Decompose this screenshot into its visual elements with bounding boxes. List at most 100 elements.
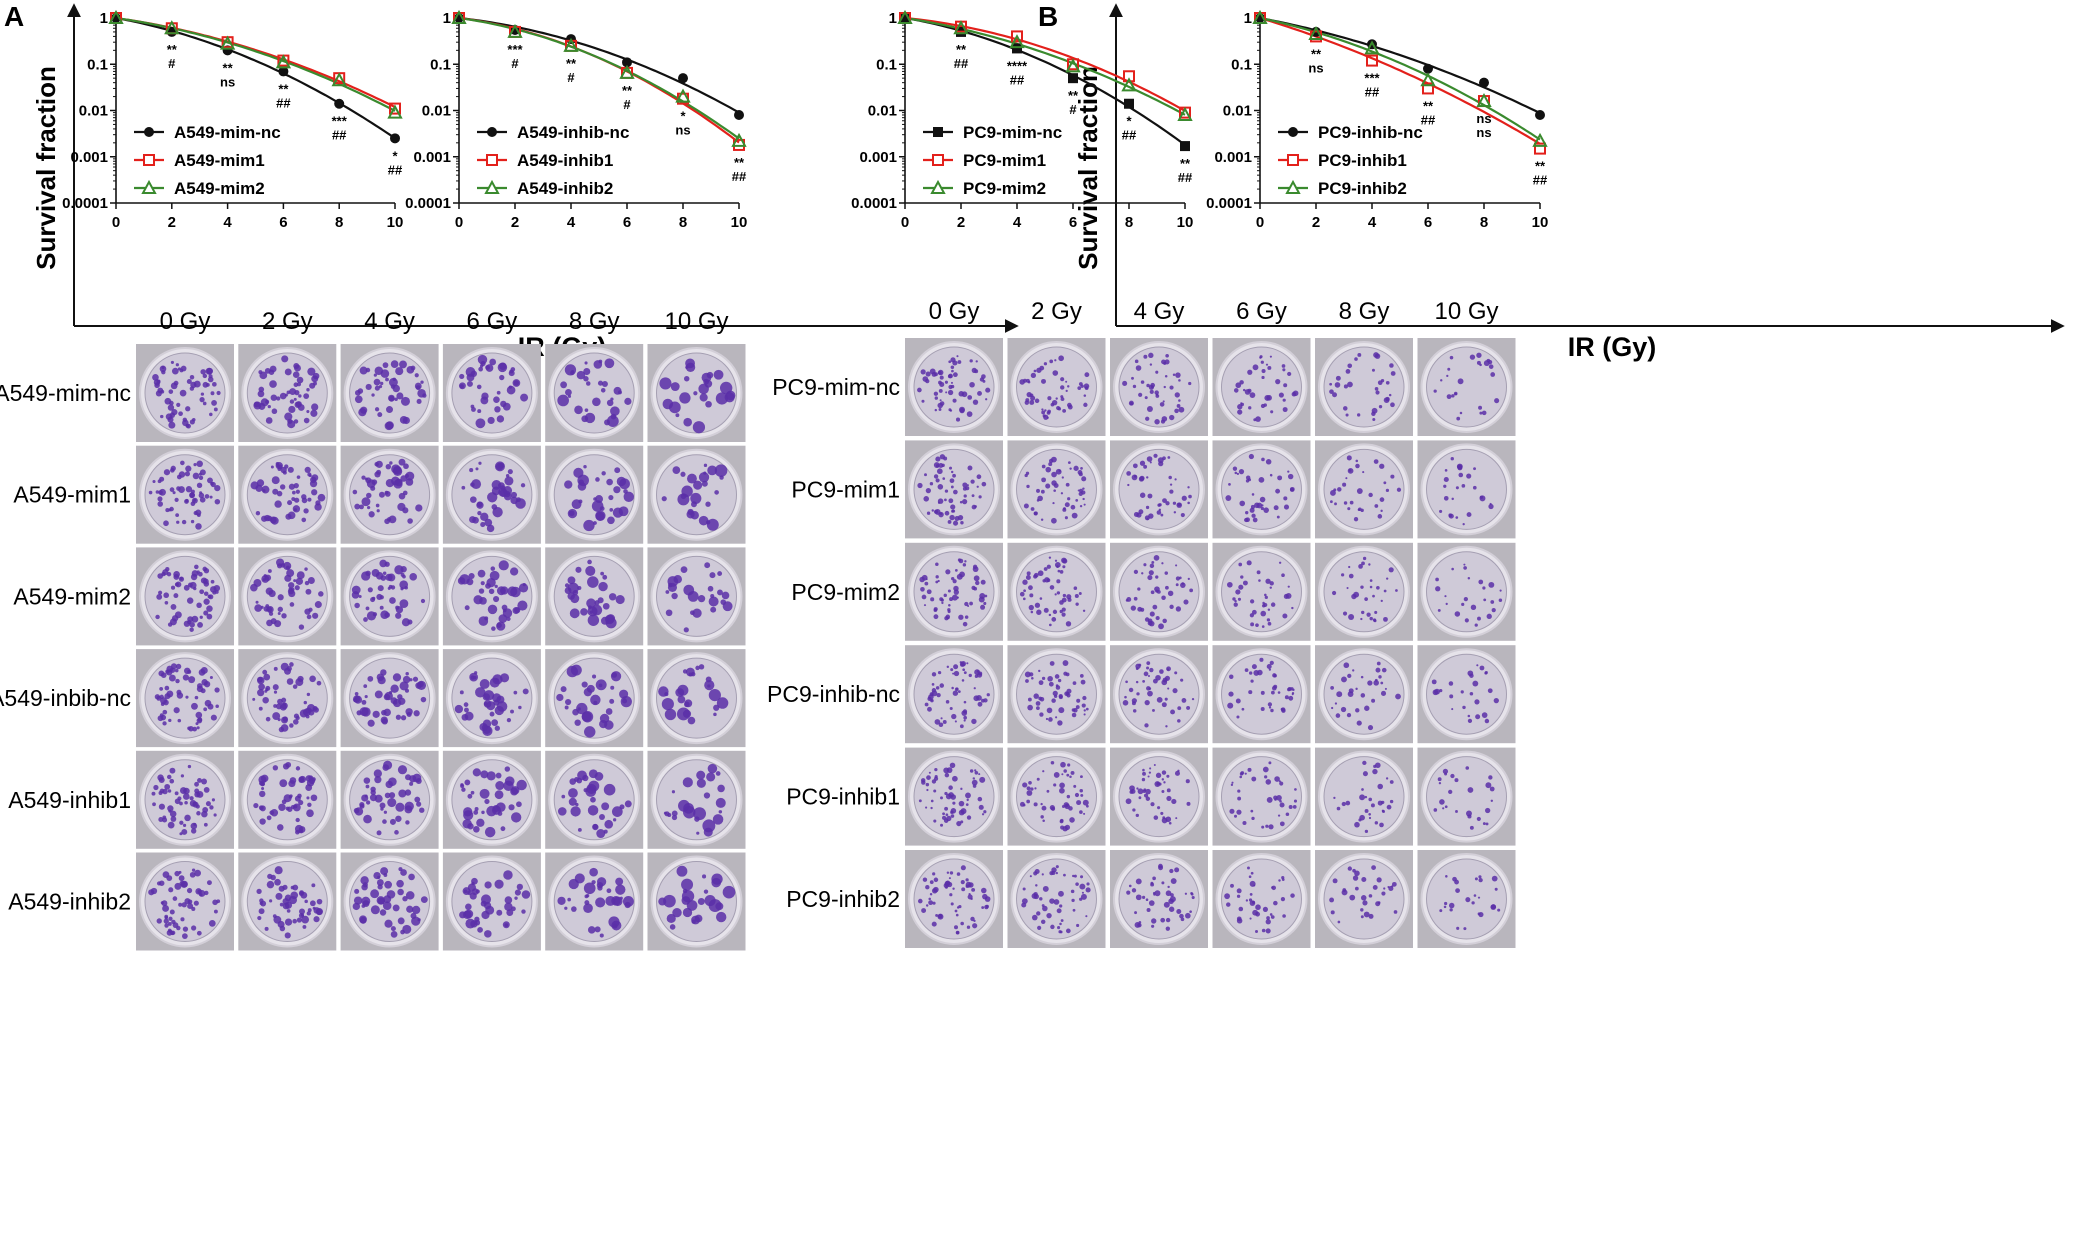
colony: [1047, 396, 1052, 401]
colony: [379, 605, 384, 610]
colony-plate: [1007, 338, 1106, 436]
colony: [493, 396, 500, 403]
colony: [209, 412, 213, 417]
significance-label: ns: [220, 74, 235, 89]
colony: [520, 393, 529, 402]
data-point-PC9-mim2: [1121, 77, 1137, 92]
colony-plate: [1417, 645, 1516, 744]
colony: [1143, 464, 1148, 469]
colony: [1239, 500, 1246, 507]
colony: [1175, 606, 1182, 612]
colony: [1469, 673, 1474, 678]
colony: [1049, 585, 1055, 590]
colony: [659, 377, 672, 390]
colony: [306, 614, 312, 620]
colony: [1288, 805, 1293, 809]
colony: [399, 360, 407, 369]
colony: [308, 607, 313, 612]
x-tick-label: 0: [901, 214, 909, 231]
colony-plate: [1007, 542, 1106, 641]
colony: [287, 420, 296, 429]
colony: [311, 883, 316, 888]
colony: [199, 589, 205, 595]
colony: [939, 375, 944, 380]
row-label: A549-inhib1: [8, 787, 131, 813]
colony: [1048, 717, 1053, 722]
colony: [402, 675, 411, 684]
colony: [953, 670, 960, 677]
colony: [981, 887, 987, 894]
colony: [1287, 585, 1290, 588]
colony: [496, 390, 501, 395]
colony: [1175, 583, 1179, 587]
colony: [1453, 391, 1458, 396]
significance-label: ***: [507, 42, 523, 57]
y-tick-label: 0.0001: [1206, 195, 1252, 212]
colony: [673, 575, 682, 584]
colony: [1265, 459, 1272, 465]
significance-label: **: [1535, 159, 1546, 174]
colony: [199, 469, 206, 476]
colony: [1128, 687, 1134, 693]
colony: [1347, 673, 1352, 679]
colony: [1063, 802, 1069, 808]
colony: [1266, 796, 1273, 803]
colony: [1187, 486, 1190, 489]
colony: [363, 617, 368, 622]
colony: [289, 777, 297, 784]
colony: [937, 501, 941, 504]
colony-plate: [340, 852, 439, 951]
colony: [171, 367, 179, 375]
colony: [203, 822, 208, 827]
colony: [1364, 829, 1369, 834]
colony: [1054, 593, 1057, 596]
colony: [1463, 563, 1466, 566]
colony: [599, 506, 605, 512]
colony: [948, 408, 952, 412]
colony: [277, 606, 284, 613]
colony: [708, 689, 721, 702]
colony: [174, 497, 179, 502]
colony: [609, 698, 615, 704]
colony: [583, 519, 595, 532]
colony: [1179, 913, 1184, 919]
colony: [949, 762, 956, 769]
colony: [1352, 875, 1359, 881]
colony: [387, 798, 397, 808]
row-label: A549-inhib2: [8, 889, 131, 915]
colony: [617, 390, 623, 395]
colony: [1049, 359, 1054, 364]
colony: [361, 794, 369, 802]
colony: [1041, 408, 1044, 411]
colony: [1067, 497, 1071, 501]
data-point-PC9-mim-nc: [1012, 43, 1022, 54]
colony: [948, 360, 952, 364]
data-point-PC9-mim2: [1065, 58, 1081, 73]
colony: [1051, 698, 1056, 703]
colony: [1143, 793, 1149, 798]
colony: [412, 676, 419, 682]
colony: [183, 584, 190, 591]
colony: [259, 805, 266, 812]
colony-plate: [1110, 645, 1208, 744]
colony: [1082, 487, 1085, 490]
colony: [175, 678, 180, 684]
colony: [498, 462, 505, 469]
colony: [1059, 782, 1065, 789]
colony: [966, 925, 971, 929]
colony: [1465, 897, 1471, 903]
colony: [1145, 898, 1149, 901]
colony: [1023, 503, 1029, 509]
colony: [688, 672, 693, 677]
colony: [952, 579, 957, 584]
colony: [464, 779, 471, 786]
colony: [931, 921, 937, 927]
dish-medium: [451, 861, 533, 942]
colony: [1075, 882, 1079, 886]
colony: [939, 399, 942, 402]
colony: [1155, 575, 1159, 579]
colony: [1025, 679, 1029, 683]
colony: [361, 475, 366, 480]
colony: [366, 492, 372, 499]
